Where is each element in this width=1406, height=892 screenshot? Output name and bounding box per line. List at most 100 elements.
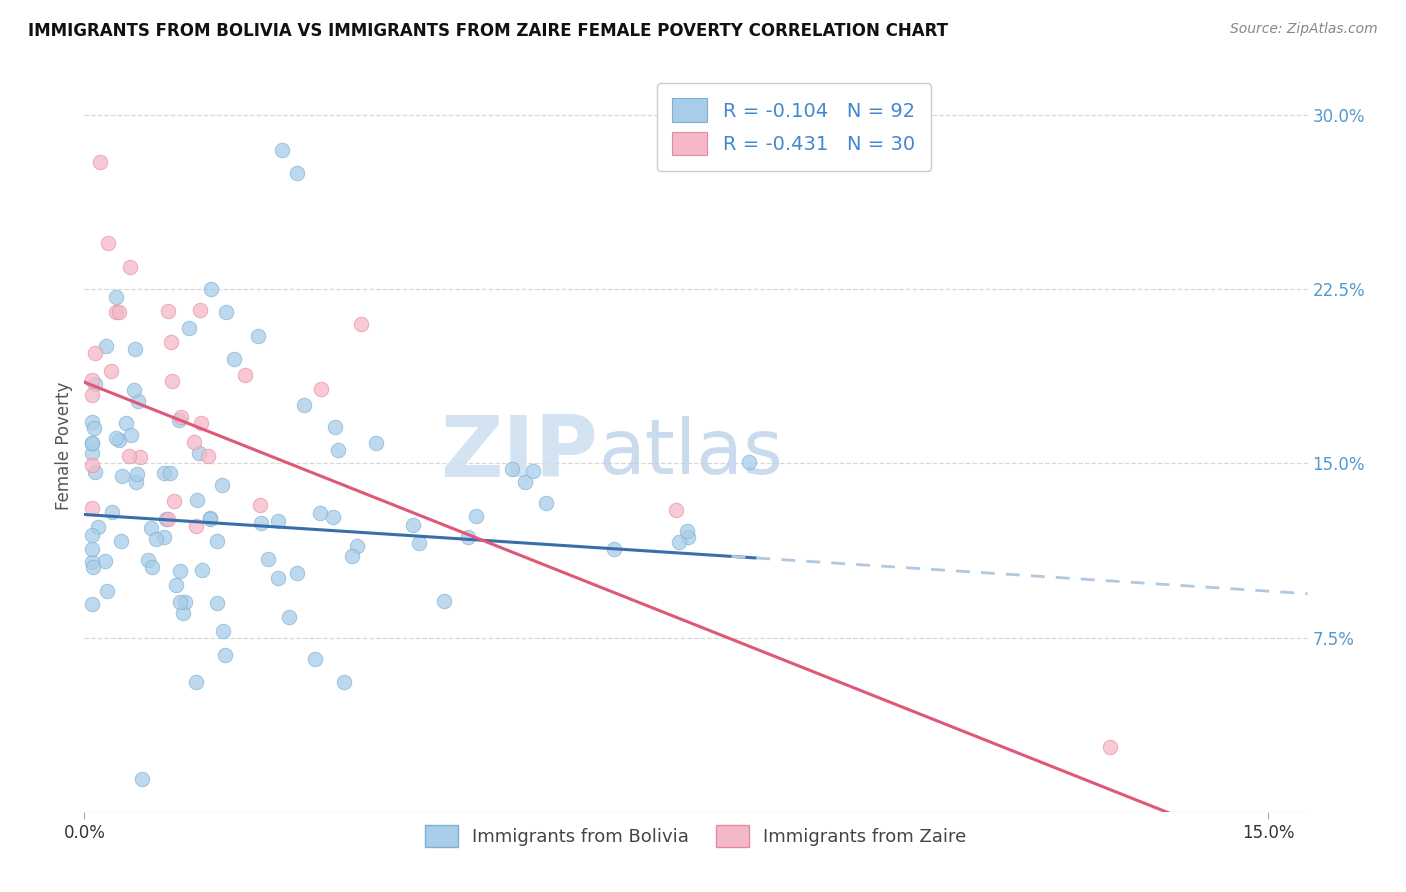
Point (522, 464, 544, 478)
Point (676, 524, 699, 538)
Point (184, 675, 207, 690)
Point (177, 320, 200, 334)
Point (197, 450, 219, 464)
Point (124, 342, 146, 356)
Point (668, 534, 690, 549)
Point (82, 416, 104, 430)
Point (172, 607, 194, 621)
Point (110, 533, 132, 548)
Y-axis label: Female Poverty: Female Poverty (55, 382, 73, 510)
Point (665, 503, 688, 517)
Point (127, 394, 149, 409)
Point (294, 398, 316, 412)
Point (169, 595, 191, 609)
Point (118, 449, 141, 463)
Point (100, 364, 122, 378)
Point (139, 521, 162, 535)
Point (82, 388, 104, 402)
Point (184, 519, 207, 533)
Point (122, 383, 145, 397)
Point (200, 511, 222, 525)
Point (141, 559, 163, 574)
Point (131, 772, 153, 786)
Point (211, 624, 233, 639)
Point (82, 528, 104, 542)
Point (156, 512, 179, 526)
Point (96, 339, 118, 353)
Point (160, 374, 183, 388)
Point (408, 536, 430, 550)
Point (107, 433, 129, 447)
Point (87, 520, 110, 534)
Point (174, 595, 197, 609)
Point (257, 552, 280, 566)
Point (603, 542, 626, 557)
Text: atlas: atlas (598, 417, 783, 491)
Point (326, 442, 349, 457)
Point (246, 328, 269, 343)
Point (214, 648, 236, 662)
Point (738, 455, 761, 469)
Legend: Immigrants from Bolivia, Immigrants from Zaire: Immigrants from Bolivia, Immigrants from… (418, 817, 974, 854)
Point (200, 282, 222, 296)
Point (163, 493, 186, 508)
Point (198, 512, 221, 526)
Point (145, 532, 167, 546)
Point (215, 305, 238, 319)
Point (82, 373, 104, 387)
Point (159, 466, 181, 480)
Point (129, 450, 152, 465)
Point (83, 421, 105, 435)
Point (402, 517, 425, 532)
Point (96, 583, 118, 598)
Point (110, 469, 132, 483)
Point (333, 674, 356, 689)
Point (170, 410, 193, 425)
Point (82, 559, 104, 574)
Point (536, 496, 558, 510)
Point (188, 446, 211, 460)
Point (270, 143, 292, 157)
Point (233, 368, 256, 382)
Point (82, 436, 104, 450)
Point (82, 458, 104, 473)
Point (155, 512, 177, 526)
Point (82, 436, 104, 450)
Point (118, 260, 141, 274)
Point (120, 428, 142, 442)
Point (267, 571, 290, 585)
Point (125, 475, 148, 489)
Point (127, 467, 149, 481)
Point (83, 465, 105, 479)
Text: IMMIGRANTS FROM BOLIVIA VS IMMIGRANTS FROM ZAIRE FEMALE POVERTY CORRELATION CHAR: IMMIGRANTS FROM BOLIVIA VS IMMIGRANTS FR… (28, 22, 948, 40)
Point (1099, 739, 1122, 754)
Point (82, 501, 104, 516)
Point (676, 530, 699, 544)
Point (287, 166, 309, 180)
Point (165, 578, 187, 592)
Point (457, 530, 479, 544)
Point (101, 505, 124, 519)
Point (364, 436, 387, 450)
Point (190, 416, 212, 430)
Point (167, 413, 190, 427)
Point (309, 382, 332, 396)
Point (104, 431, 127, 445)
Point (169, 565, 191, 579)
Point (160, 334, 183, 349)
Point (156, 304, 179, 318)
Point (323, 420, 346, 434)
Point (465, 509, 488, 524)
Point (513, 475, 536, 489)
Point (433, 594, 456, 608)
Point (82, 542, 104, 557)
Point (188, 302, 211, 317)
Point (104, 305, 127, 319)
Point (105, 289, 128, 303)
Point (115, 416, 138, 430)
Point (349, 317, 371, 331)
Point (107, 304, 129, 318)
Point (207, 533, 229, 548)
Point (82, 555, 104, 569)
Point (285, 566, 308, 580)
